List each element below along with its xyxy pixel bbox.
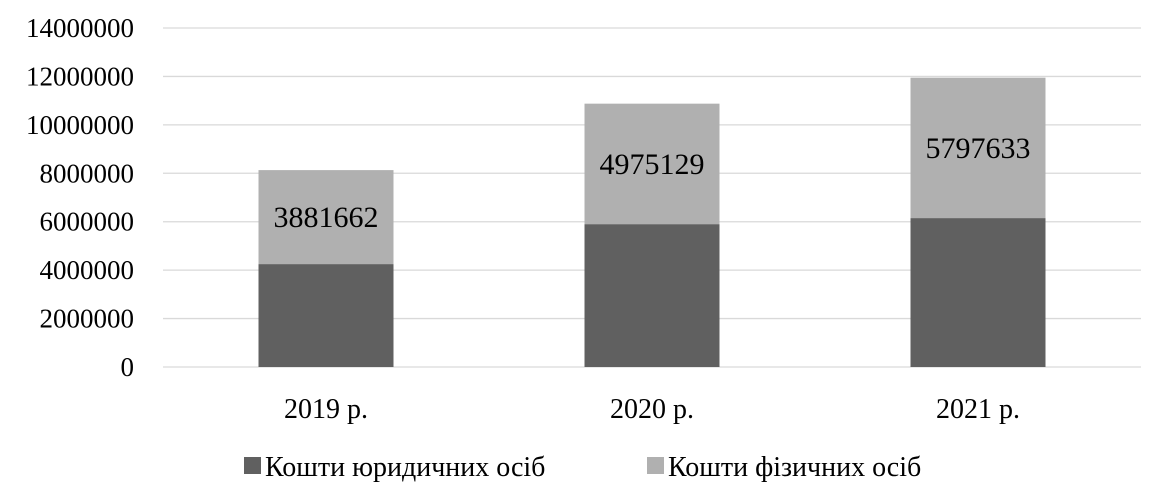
- legend-swatch: [647, 457, 664, 474]
- x-category-label: 2020 р.: [610, 394, 694, 425]
- y-tick-label: 6000000: [40, 207, 135, 237]
- legend-label: Кошти фізичних осіб: [668, 452, 921, 482]
- y-tick-label: 10000000: [26, 110, 134, 140]
- bar-segment-legal-entities: [910, 218, 1046, 367]
- legend: Кошти юридичних осіб Кошти фізичних осіб: [244, 452, 921, 482]
- y-tick-label: 14000000: [26, 13, 134, 43]
- y-tick-label: 12000000: [26, 61, 134, 91]
- y-tick-label: 2000000: [40, 304, 135, 334]
- x-axis-category-labels: 2019 р. 2020 р. 2021 р.: [284, 394, 1020, 425]
- bar-segment-legal-entities: [258, 264, 394, 367]
- bar-segment-individuals: [258, 170, 394, 265]
- bar-segment-individuals: [910, 77, 1046, 219]
- data-label: 5797633: [926, 132, 1031, 165]
- data-label: 3881662: [274, 201, 379, 234]
- bar-segment-individuals: [584, 103, 720, 225]
- x-category-label: 2019 р.: [284, 394, 368, 425]
- x-category-label: 2021 р.: [936, 394, 1020, 425]
- legend-label: Кошти юридичних осіб: [265, 452, 545, 482]
- legend-swatch: [244, 457, 261, 474]
- data-label: 4975129: [600, 148, 705, 181]
- y-tick-label: 8000000: [40, 158, 135, 188]
- data-labels: 3881662 4975129 5797633: [274, 132, 1031, 234]
- y-axis-tick-labels: 0 2000000 4000000 6000000 8000000 10000000 120…: [26, 13, 134, 382]
- bar-segment-legal-entities: [584, 224, 720, 367]
- y-tick-label: 0: [121, 352, 135, 382]
- y-tick-label: 4000000: [40, 255, 135, 285]
- bars: [258, 77, 1046, 367]
